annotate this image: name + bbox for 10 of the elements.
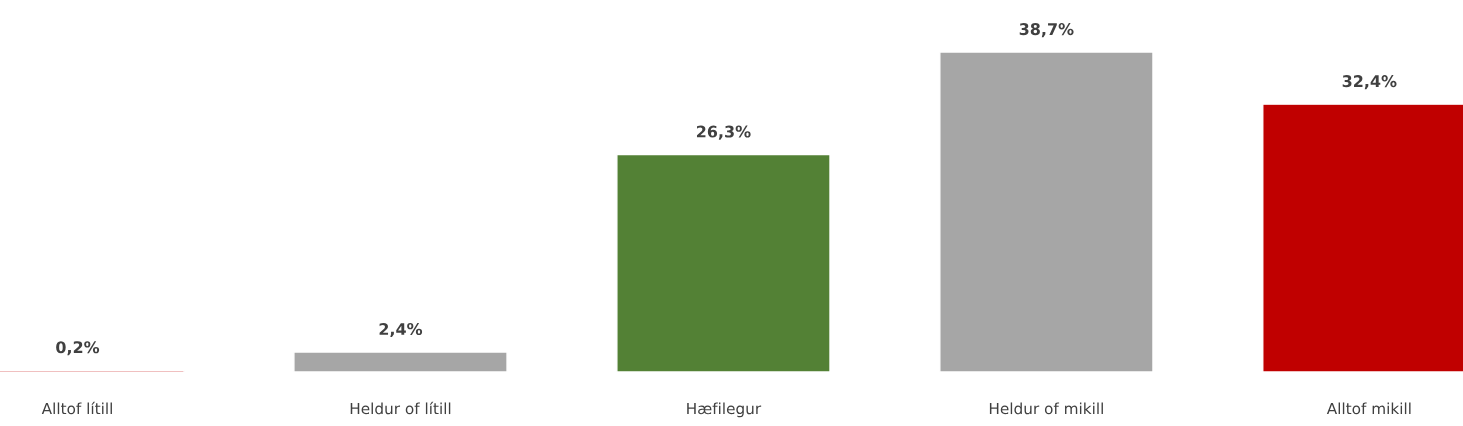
- data-label: 0,2%: [56, 341, 100, 356]
- data-label: 32,4%: [1342, 75, 1397, 90]
- x-tick-label: Alltof mikill: [1326, 402, 1411, 415]
- x-tick-label: Alltof lítill: [41, 401, 112, 415]
- data-label: 38,7%: [1019, 23, 1074, 38]
- data-label: 2,4%: [379, 323, 423, 338]
- x-tick-label: Heldur of lítill: [350, 401, 451, 415]
- x-tick-label: Hæfilegur: [687, 402, 762, 418]
- data-label: 26,3%: [696, 125, 751, 140]
- x-tick-label: Heldur of mikill: [989, 402, 1103, 415]
